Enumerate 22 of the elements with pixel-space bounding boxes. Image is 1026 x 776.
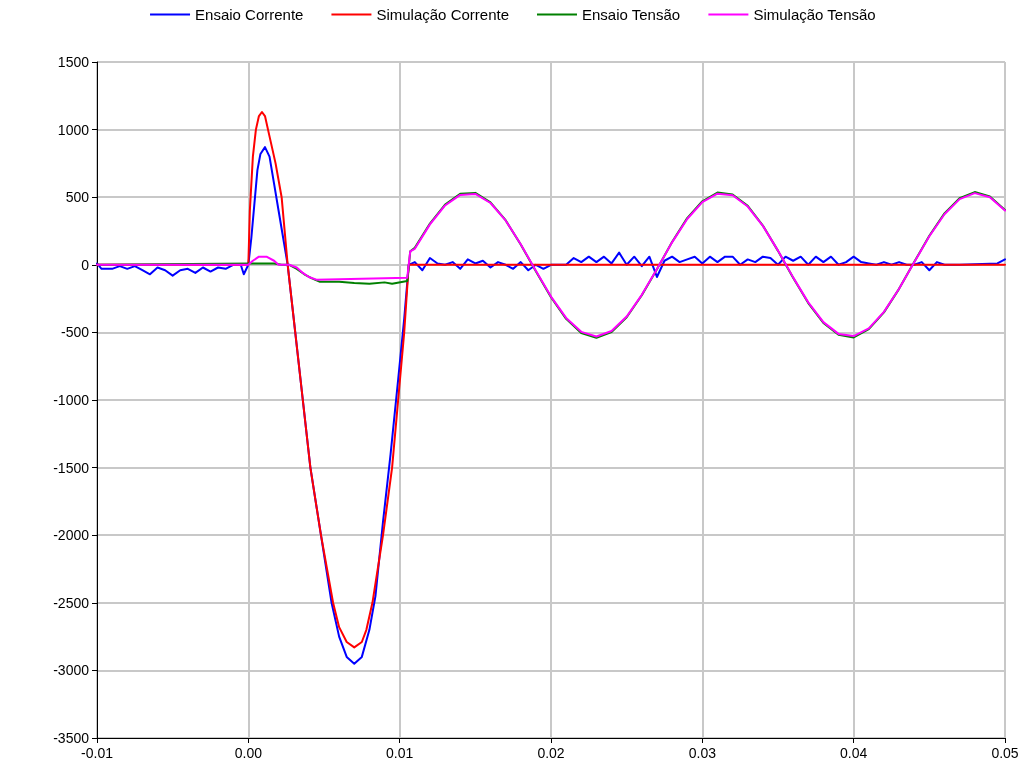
- legend-label: Ensaio Corrente: [195, 6, 304, 23]
- x-tick-label: 0.04: [840, 745, 868, 761]
- y-tick-label: -1500: [53, 459, 90, 476]
- y-tick-label: -3000: [53, 662, 90, 679]
- x-tick-label: 0.00: [234, 745, 263, 761]
- y-tick-label: -500: [60, 324, 90, 341]
- y-tick-label: -2500: [53, 594, 90, 611]
- y-tick-label: 1000: [57, 121, 90, 138]
- y-tick-label: 1500: [57, 54, 90, 70]
- x-tick-label: -0.01: [81, 745, 114, 761]
- x-tick-label: 0.03: [688, 745, 717, 761]
- x-tick-label: 0.01: [386, 745, 414, 761]
- legend-label: Ensaio Tensão: [581, 6, 681, 23]
- x-tick-label: 0.02: [537, 745, 565, 761]
- legend-label: Simulação Tensão: [753, 6, 876, 23]
- y-tick-label: 0: [81, 256, 90, 273]
- y-tick-label: -2000: [53, 527, 90, 544]
- y-tick-label: 500: [65, 189, 90, 206]
- x-tick-label: 0.05: [991, 745, 1019, 761]
- legend-label: Simulação Corrente: [376, 6, 509, 23]
- y-tick-label: -1000: [53, 392, 90, 408]
- y-tick-label: -3500: [53, 730, 90, 746]
